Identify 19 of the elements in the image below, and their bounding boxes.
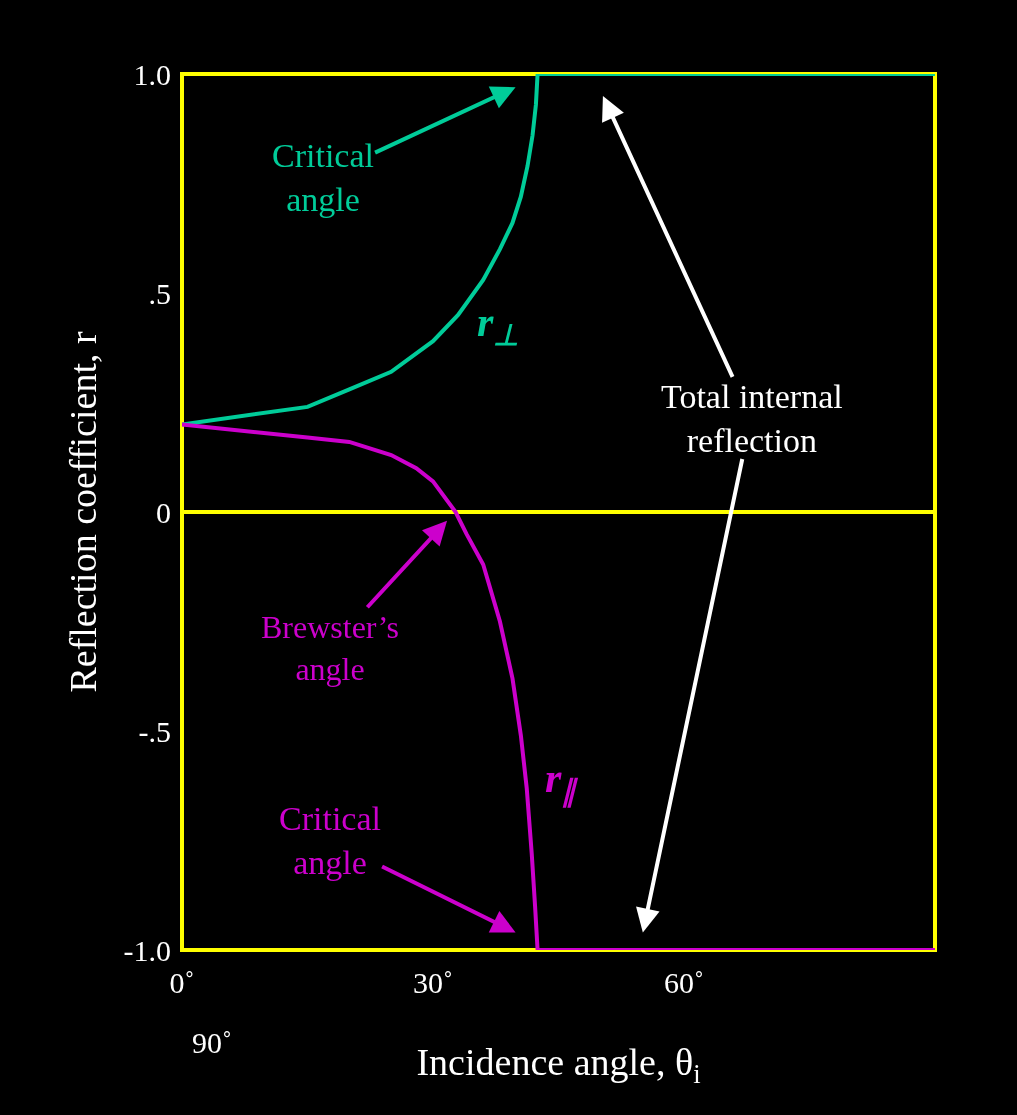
line-series	[182, 74, 935, 427]
line-series	[182, 422, 935, 950]
y-tick-label: .5	[148, 276, 171, 310]
annotation: Critical angle	[272, 137, 374, 219]
y-tick-label: -1.0	[123, 933, 171, 967]
annotation: Total internal reflection	[661, 378, 843, 460]
text: 90˚	[192, 1026, 232, 1059]
y-axis-title: Reflection coefficient, r	[61, 331, 104, 693]
y-tick-label: -.5	[138, 714, 171, 748]
x-axis-title: Incidence angle, θ$_{i}$	[416, 1041, 701, 1090]
annotation: Critical angle	[279, 800, 381, 882]
annotation: Brewster’s angle	[261, 609, 400, 687]
y-tick-label: 0	[156, 495, 171, 529]
x-tick-label: 30˚	[413, 966, 453, 999]
x-tick-label: 0˚	[169, 966, 195, 999]
series-label: r$_{⊥}$	[477, 299, 520, 351]
series-label: r$_{∥}$	[545, 755, 580, 808]
y-tick-label: 1.0	[133, 57, 171, 91]
x-tick-label: 60˚	[664, 966, 704, 999]
